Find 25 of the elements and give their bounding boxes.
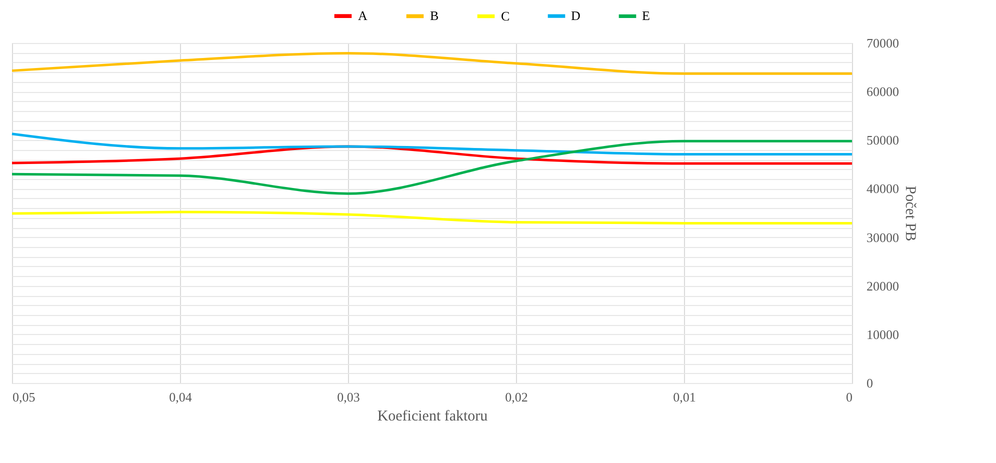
y2-tick-label: 30000 bbox=[866, 230, 899, 245]
y2-tick-label: 40000 bbox=[866, 181, 899, 196]
y2-tick-label: 20000 bbox=[866, 278, 899, 294]
x-tick-label: 0,05 bbox=[12, 390, 36, 404]
x-tick-label: 0,02 bbox=[505, 390, 528, 404]
y2-tick-label: 10000 bbox=[866, 326, 899, 342]
x-tick-label: 0,03 bbox=[337, 390, 360, 404]
legend-label: D bbox=[571, 8, 580, 24]
y2-tick-label: 60000 bbox=[866, 84, 899, 100]
legend-label: E bbox=[642, 8, 650, 24]
x-tick-label: 0 bbox=[846, 390, 852, 404]
y2-tick-label: 50000 bbox=[866, 132, 899, 148]
legend-label: B bbox=[430, 8, 439, 24]
x-axis-title: Koeficient faktoru bbox=[377, 408, 488, 424]
y2-tick-label: 0 bbox=[866, 376, 873, 390]
x-tick-label: 0,04 bbox=[169, 390, 192, 404]
line-series bbox=[10, 52, 854, 75]
y2-axis-title: Počet PB bbox=[902, 186, 918, 242]
line-series bbox=[10, 140, 854, 195]
legend-label: C bbox=[501, 8, 510, 24]
x-tick-label: 0,01 bbox=[673, 390, 696, 404]
y2-tick-label: 70000 bbox=[866, 36, 899, 50]
line-series bbox=[10, 132, 854, 156]
line-series bbox=[10, 210, 854, 224]
legend-label: A bbox=[358, 8, 368, 24]
